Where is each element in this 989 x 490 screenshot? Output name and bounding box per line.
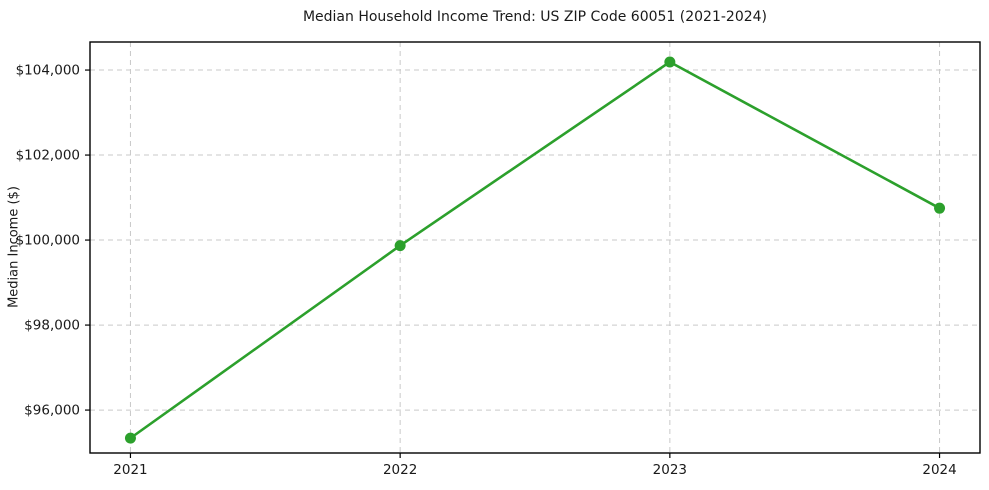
x-tick-label: 2024 (922, 462, 956, 478)
x-tick-label: 2022 (383, 462, 417, 478)
data-point-marker (934, 202, 946, 214)
y-axis-label: Median Income ($) (6, 186, 22, 308)
series-line (129, 60, 941, 440)
data-point-marker (124, 432, 136, 444)
chart-title: Median Household Income Trend: US ZIP Co… (302, 9, 768, 25)
x-tick-label: 2023 (653, 462, 687, 478)
x-tick-label: 2021 (113, 462, 147, 478)
data-point-marker (394, 240, 406, 252)
y-tick-label: $98,000 (24, 318, 80, 334)
plot-frame (89, 41, 981, 454)
y-tick-label: $100,000 (16, 233, 80, 249)
y-tick-label: $96,000 (24, 403, 80, 419)
data-point-marker (664, 56, 676, 68)
y-tick-label: $104,000 (16, 63, 80, 79)
y-tick-label: $102,000 (16, 148, 80, 164)
